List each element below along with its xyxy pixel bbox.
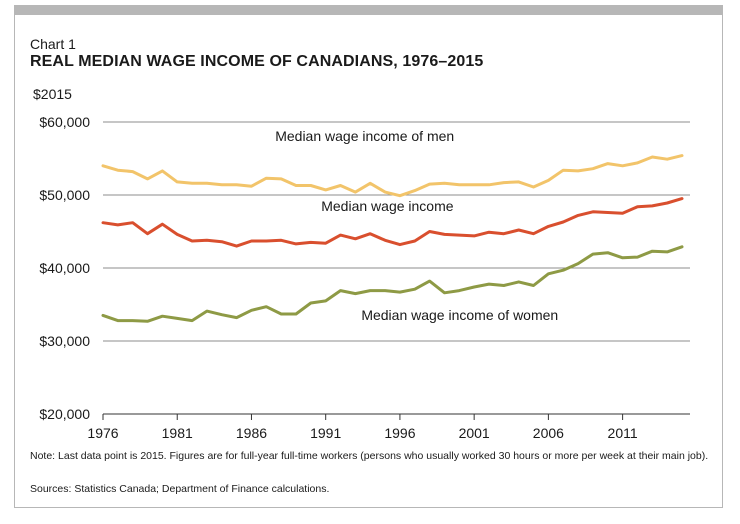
series-label-all: Median wage income [321,198,454,214]
y-axis-tick-labels: $20,000 $30,000 $40,000 $50,000 $60,000 [39,114,90,422]
series-label-women: Median wage income of women [361,307,558,323]
series-line-men [101,154,684,198]
y-tick-label: $60,000 [39,114,90,130]
y-tick-label: $50,000 [39,187,90,203]
top-border-bar [14,5,723,15]
series-line-all [101,197,684,248]
x-tick-label: 2011 [608,425,638,441]
x-tick-label: 1976 [87,425,118,441]
x-tick-label: 1996 [384,425,415,441]
chart-number: Chart 1 [30,36,76,52]
x-tick-label: 1991 [310,425,341,441]
y-tick-label: $40,000 [39,260,90,276]
series-labels: Median wage income of men Median wage inc… [275,128,558,323]
series-label-men: Median wage income of men [275,128,454,144]
series-line-women [101,245,684,323]
series-lines [101,154,684,323]
x-tick-label: 2001 [459,425,490,441]
x-tick-label: 2006 [533,425,564,441]
y-tick-label: $20,000 [39,406,90,422]
x-tick-label: 1981 [162,425,193,441]
chart-frame [14,14,723,508]
chart-source: Sources: Statistics Canada; Department o… [30,483,330,495]
x-axis-tick-labels: 1976 1981 1986 1991 1996 2001 2006 2011 [87,414,638,441]
x-tick-label: 1986 [236,425,267,441]
y-tick-label: $30,000 [39,333,90,349]
chart-title: REAL MEDIAN WAGE INCOME OF CANADIANS, 19… [30,53,484,70]
y-axis-unit: $2015 [33,86,72,102]
chart-note: Note: Last data point is 2015. Figures a… [30,450,709,462]
